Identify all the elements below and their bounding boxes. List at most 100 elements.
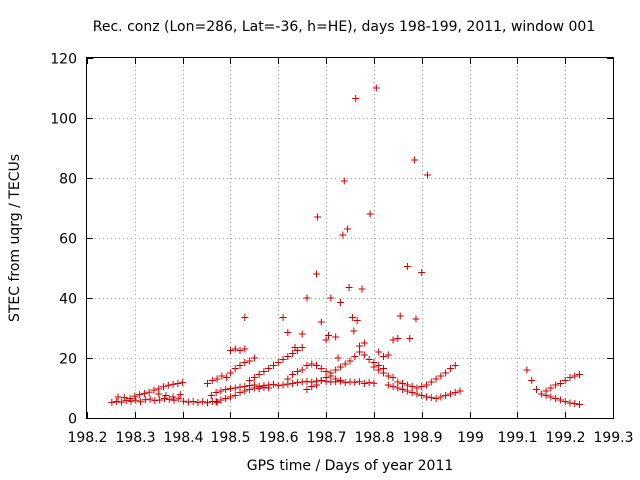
data-point bbox=[556, 380, 564, 387]
data-point bbox=[176, 391, 184, 399]
data-point bbox=[298, 366, 306, 374]
data-point bbox=[255, 385, 263, 393]
data-point bbox=[334, 354, 342, 362]
data-point bbox=[451, 362, 459, 369]
data-point bbox=[442, 392, 450, 399]
data-point bbox=[179, 379, 187, 387]
data-point bbox=[427, 394, 435, 402]
data-point bbox=[260, 368, 268, 375]
data-point bbox=[336, 363, 344, 371]
data-point bbox=[213, 398, 221, 406]
data-point bbox=[418, 269, 426, 276]
data-point bbox=[137, 398, 145, 406]
data-point bbox=[293, 368, 301, 375]
data-point bbox=[241, 314, 249, 321]
data-point bbox=[324, 332, 332, 339]
data-point bbox=[226, 385, 234, 393]
data-point bbox=[418, 383, 426, 390]
data-point bbox=[411, 156, 419, 164]
data-point bbox=[231, 365, 239, 372]
data-point bbox=[231, 384, 239, 392]
data-point bbox=[327, 294, 335, 302]
data-point bbox=[255, 371, 263, 378]
data-point bbox=[322, 368, 330, 375]
data-point bbox=[403, 381, 411, 389]
data-point bbox=[542, 387, 550, 395]
data-point bbox=[222, 395, 230, 402]
data-point bbox=[370, 363, 378, 371]
data-point bbox=[289, 371, 297, 378]
data-point bbox=[339, 231, 347, 239]
data-point bbox=[279, 356, 287, 363]
data-point bbox=[332, 333, 340, 341]
data-point bbox=[317, 365, 325, 372]
data-point bbox=[246, 377, 254, 384]
data-point bbox=[437, 372, 445, 380]
data-point bbox=[353, 317, 361, 324]
data-point bbox=[340, 177, 348, 185]
x-tick-label: 198.3 bbox=[115, 430, 155, 446]
data-point bbox=[155, 390, 163, 398]
data-point bbox=[403, 263, 411, 270]
data-point bbox=[313, 213, 321, 221]
y-tick-label: 0 bbox=[68, 412, 77, 428]
data-point bbox=[279, 314, 287, 321]
data-point bbox=[360, 339, 368, 347]
data-point bbox=[213, 375, 221, 383]
data-point bbox=[146, 395, 154, 403]
data-point bbox=[184, 398, 192, 406]
data-point bbox=[317, 318, 325, 326]
data-point bbox=[151, 397, 159, 405]
data-point bbox=[379, 353, 387, 360]
y-tick-label: 60 bbox=[59, 232, 77, 248]
x-tick-label: 198.4 bbox=[163, 430, 203, 446]
data-point bbox=[284, 329, 292, 336]
data-point bbox=[344, 225, 352, 233]
data-point bbox=[303, 377, 311, 385]
data-point bbox=[413, 384, 421, 392]
data-point bbox=[164, 381, 172, 389]
y-tick-label: 20 bbox=[59, 352, 77, 368]
data-point bbox=[336, 299, 344, 306]
data-point bbox=[298, 378, 306, 386]
data-point bbox=[212, 398, 220, 405]
data-point bbox=[180, 397, 188, 405]
data-point bbox=[162, 392, 170, 399]
data-point bbox=[360, 351, 368, 359]
data-point bbox=[552, 395, 560, 402]
data-point bbox=[403, 387, 411, 395]
data-point bbox=[322, 374, 330, 381]
data-point bbox=[284, 353, 292, 360]
data-point bbox=[423, 393, 431, 401]
data-point bbox=[226, 347, 234, 354]
data-point bbox=[236, 362, 244, 369]
data-point bbox=[571, 372, 579, 380]
data-point bbox=[241, 387, 249, 395]
x-tick-label: 199.1 bbox=[497, 430, 537, 446]
data-point bbox=[394, 335, 402, 342]
data-point bbox=[358, 285, 366, 293]
data-point bbox=[140, 389, 148, 397]
data-point bbox=[279, 381, 287, 389]
data-point bbox=[145, 388, 153, 396]
data-point bbox=[308, 360, 316, 368]
data-point bbox=[332, 366, 340, 374]
data-point bbox=[126, 395, 134, 402]
data-point bbox=[345, 284, 353, 291]
data-point bbox=[291, 344, 299, 351]
data-point bbox=[408, 389, 416, 396]
data-point bbox=[442, 369, 450, 377]
data-point bbox=[313, 270, 321, 278]
data-point bbox=[366, 210, 374, 218]
x-tick-label: 198.9 bbox=[402, 430, 442, 446]
data-point bbox=[226, 393, 234, 401]
data-point bbox=[351, 353, 359, 360]
data-point bbox=[399, 380, 407, 387]
data-point bbox=[269, 380, 277, 388]
data-point bbox=[289, 380, 297, 387]
data-point bbox=[432, 395, 440, 402]
data-point bbox=[298, 330, 306, 338]
data-point bbox=[156, 396, 164, 404]
x-tick-label: 199.2 bbox=[545, 430, 585, 446]
data-point bbox=[274, 382, 282, 390]
